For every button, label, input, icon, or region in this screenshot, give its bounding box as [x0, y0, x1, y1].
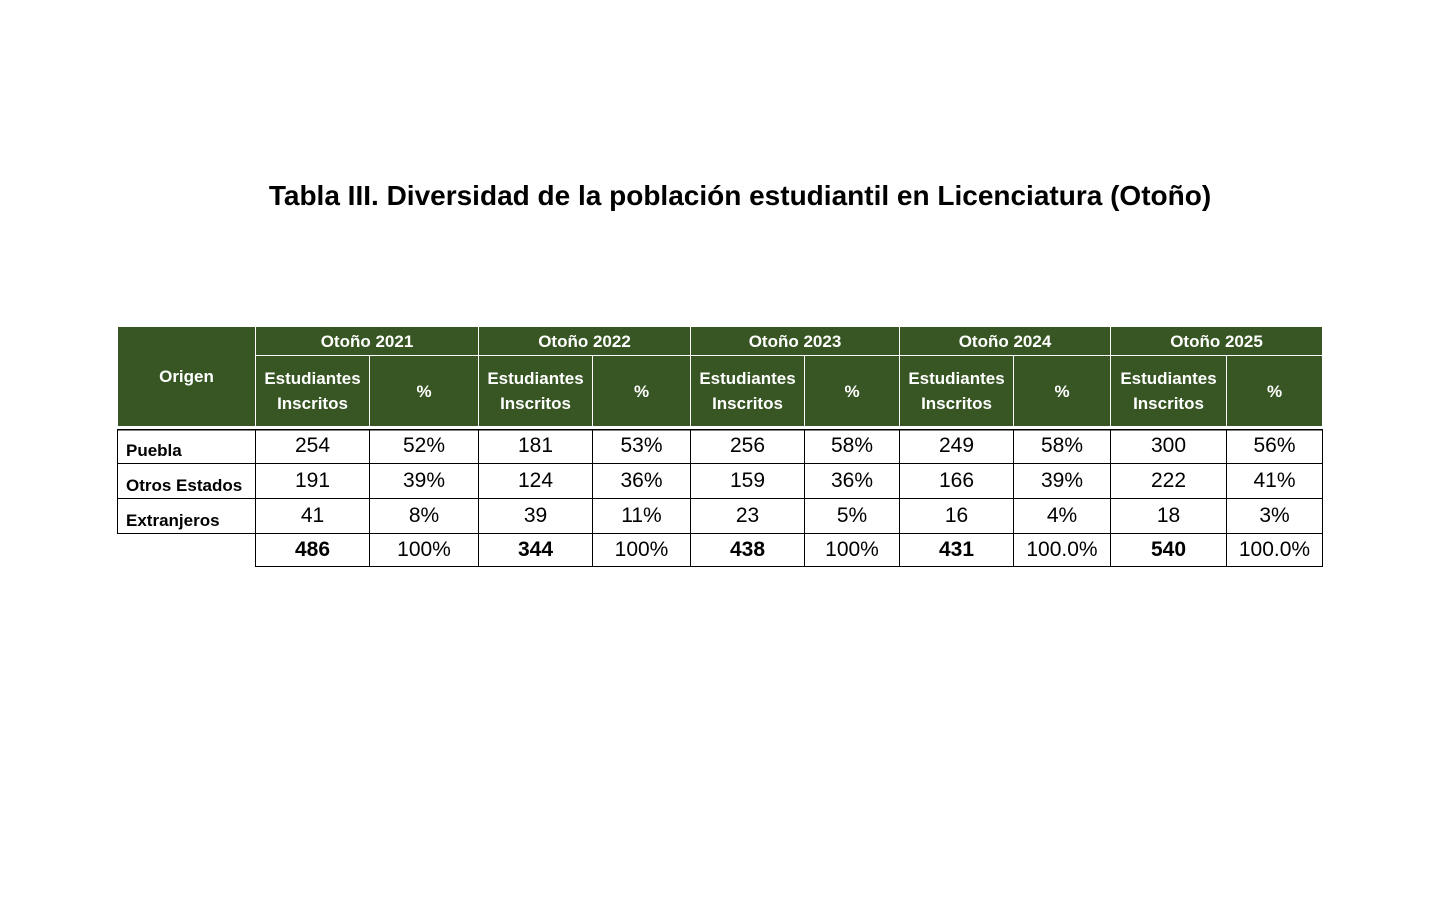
- value-cell: 222: [1110, 463, 1227, 499]
- value-cell: 166: [899, 463, 1014, 499]
- total-cell: 100.0%: [1013, 533, 1111, 567]
- subheader: %: [804, 355, 900, 428]
- value-cell: 58%: [1013, 426, 1111, 464]
- value-cell: 300: [1110, 426, 1227, 464]
- blank-cell: [117, 533, 256, 567]
- table-title: Tabla III. Diversidad de la población es…: [268, 180, 1212, 211]
- origin-cell: Extranjeros: [117, 498, 256, 534]
- value-cell: 4%: [1013, 498, 1111, 534]
- value-cell: 254: [255, 426, 370, 464]
- value-cell: 124: [478, 463, 593, 499]
- group-header: Otoño 2022: [478, 326, 691, 356]
- value-cell: 159: [690, 463, 805, 499]
- group-header: Otoño 2023: [690, 326, 900, 356]
- total-cell: 100.0%: [1226, 533, 1323, 567]
- value-cell: 23: [690, 498, 805, 534]
- total-cell: 438: [690, 533, 805, 567]
- subheader: %: [1013, 355, 1111, 428]
- total-cell: 100%: [804, 533, 900, 567]
- value-cell: 36%: [592, 463, 691, 499]
- subheader: Estudiantes Inscritos: [255, 355, 370, 428]
- value-cell: 41: [255, 498, 370, 534]
- data-row: Puebla 254 52% 181 53% 256 58% 249 58% 300 56%: [117, 426, 1323, 464]
- value-cell: 3%: [1226, 498, 1323, 534]
- group-header: Otoño 2021: [255, 326, 479, 356]
- data-row: Otros Estados 191 39% 124 36% 159 36% 166 39% 222…: [117, 463, 1323, 499]
- value-cell: 191: [255, 463, 370, 499]
- value-cell: 39%: [1013, 463, 1111, 499]
- subheader: Estudiantes Inscritos: [690, 355, 805, 428]
- value-cell: 52%: [369, 426, 479, 464]
- subheader: Estudiantes Inscritos: [478, 355, 593, 428]
- value-cell: 16: [899, 498, 1014, 534]
- value-cell: 8%: [369, 498, 479, 534]
- data-table: Origen Otoño 2021 Otoño 2022 Otoño 2023 Otoñ…: [117, 326, 1323, 567]
- value-cell: 41%: [1226, 463, 1323, 499]
- subheader: %: [1226, 355, 1323, 428]
- total-row: 486 100% 344 100% 438 100% 431 100.0% 540 100.0%: [117, 533, 1323, 567]
- value-cell: 58%: [804, 426, 900, 464]
- total-cell: 100%: [369, 533, 479, 567]
- subheader: Estudiantes Inscritos: [1110, 355, 1227, 428]
- value-cell: 39: [478, 498, 593, 534]
- value-cell: 39%: [369, 463, 479, 499]
- subheader: %: [369, 355, 479, 428]
- group-header: Otoño 2025: [1110, 326, 1323, 356]
- value-cell: 36%: [804, 463, 900, 499]
- subheader: %: [592, 355, 691, 428]
- total-cell: 486: [255, 533, 370, 567]
- data-row: Extranjeros 41 8% 39 11% 23 5% 16 4% 18 3%: [117, 498, 1323, 534]
- value-cell: 11%: [592, 498, 691, 534]
- group-header: Otoño 2024: [899, 326, 1111, 356]
- value-cell: 18: [1110, 498, 1227, 534]
- total-cell: 431: [899, 533, 1014, 567]
- total-cell: 100%: [592, 533, 691, 567]
- header-row: Origen Otoño 2021 Otoño 2022 Otoño 2023 Otoñ…: [117, 326, 1323, 428]
- total-cell: 540: [1110, 533, 1227, 567]
- value-cell: 56%: [1226, 426, 1323, 464]
- subheader-row: Estudiantes Inscritos% Estudiantes Inscri…: [118, 355, 1323, 428]
- origin-cell: Otros Estados: [117, 463, 256, 499]
- total-cell: 344: [478, 533, 593, 567]
- origin-header: Origen: [117, 326, 256, 428]
- origin-cell: Puebla: [117, 426, 256, 464]
- value-cell: 5%: [804, 498, 900, 534]
- value-cell: 181: [478, 426, 593, 464]
- subheader: Estudiantes Inscritos: [899, 355, 1014, 428]
- value-cell: 249: [899, 426, 1014, 464]
- value-cell: 256: [690, 426, 805, 464]
- value-cell: 53%: [592, 426, 691, 464]
